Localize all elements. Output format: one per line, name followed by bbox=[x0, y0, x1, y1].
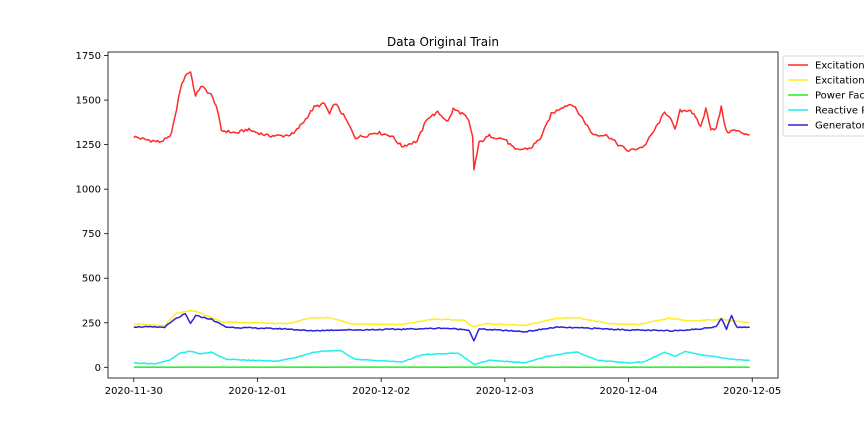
x-tick-label: 2020-12-04 bbox=[599, 386, 657, 397]
legend-label-4: Generator bbox=[815, 121, 864, 132]
legend-label-2: Power Fac bbox=[815, 91, 864, 102]
x-tick-label: 2020-12-02 bbox=[352, 386, 410, 397]
y-tick-label: 1750 bbox=[76, 51, 101, 62]
y-axis-ticks: 0 250 500 750 1000 1250 1500 1750 bbox=[76, 51, 108, 374]
series-line-0 bbox=[134, 72, 750, 170]
legend-label-1: Excitation bbox=[815, 76, 864, 87]
y-tick-label: 500 bbox=[82, 274, 101, 285]
y-tick-label: 250 bbox=[82, 318, 101, 329]
series-line-4 bbox=[134, 314, 750, 341]
series-line-1 bbox=[134, 310, 750, 327]
legend-label-3: Reactive P bbox=[815, 106, 864, 117]
y-tick-label: 0 bbox=[95, 363, 101, 374]
x-tick-label: 2020-11-30 bbox=[105, 386, 163, 397]
x-tick-label: 2020-12-03 bbox=[476, 386, 534, 397]
chart-title: Data Original Train bbox=[387, 35, 499, 49]
plot-frame bbox=[108, 52, 778, 378]
series-layer bbox=[134, 72, 750, 367]
x-tick-label: 2020-12-01 bbox=[228, 386, 286, 397]
legend: Excitation Excitation Power Fac Reactive P G… bbox=[783, 56, 864, 136]
y-tick-label: 1000 bbox=[76, 185, 101, 196]
y-tick-label: 1500 bbox=[76, 96, 101, 107]
y-tick-label: 1250 bbox=[76, 140, 101, 151]
series-line-3 bbox=[134, 351, 750, 365]
y-tick-label: 750 bbox=[82, 229, 101, 240]
legend-label-0: Excitation bbox=[815, 61, 864, 72]
x-axis-ticks: 2020-11-30 2020-12-01 2020-12-02 2020-12-03… bbox=[105, 378, 782, 397]
x-tick-label: 2020-12-05 bbox=[723, 386, 781, 397]
